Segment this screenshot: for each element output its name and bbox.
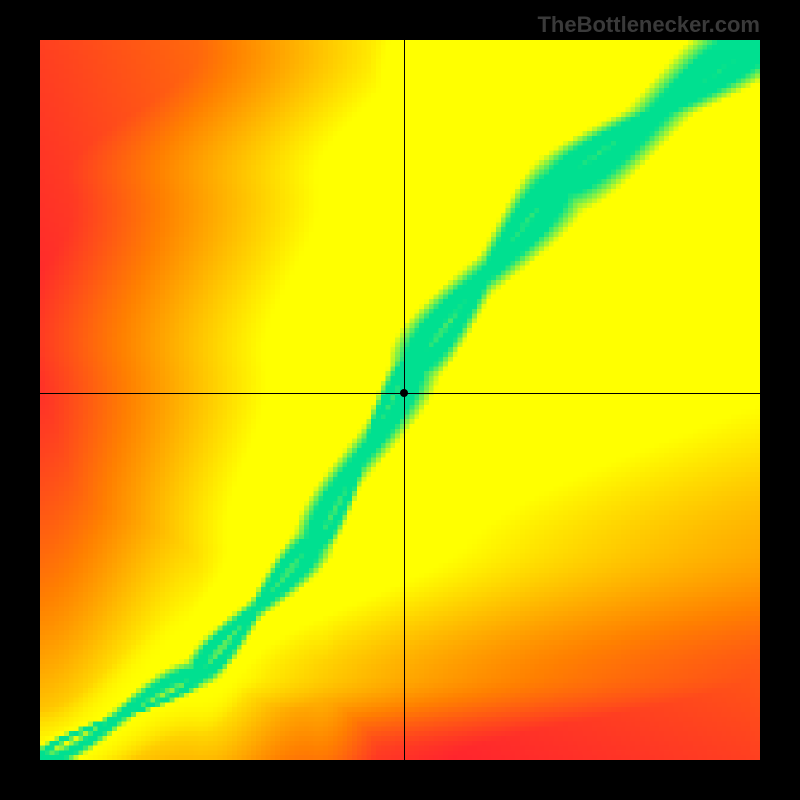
watermark-text: TheBottlenecker.com [537, 12, 760, 38]
bottleneck-heatmap [40, 40, 760, 760]
crosshair-vertical [404, 40, 405, 760]
plot-area [40, 40, 760, 760]
selection-marker [400, 389, 408, 397]
chart-container: TheBottlenecker.com [0, 0, 800, 800]
